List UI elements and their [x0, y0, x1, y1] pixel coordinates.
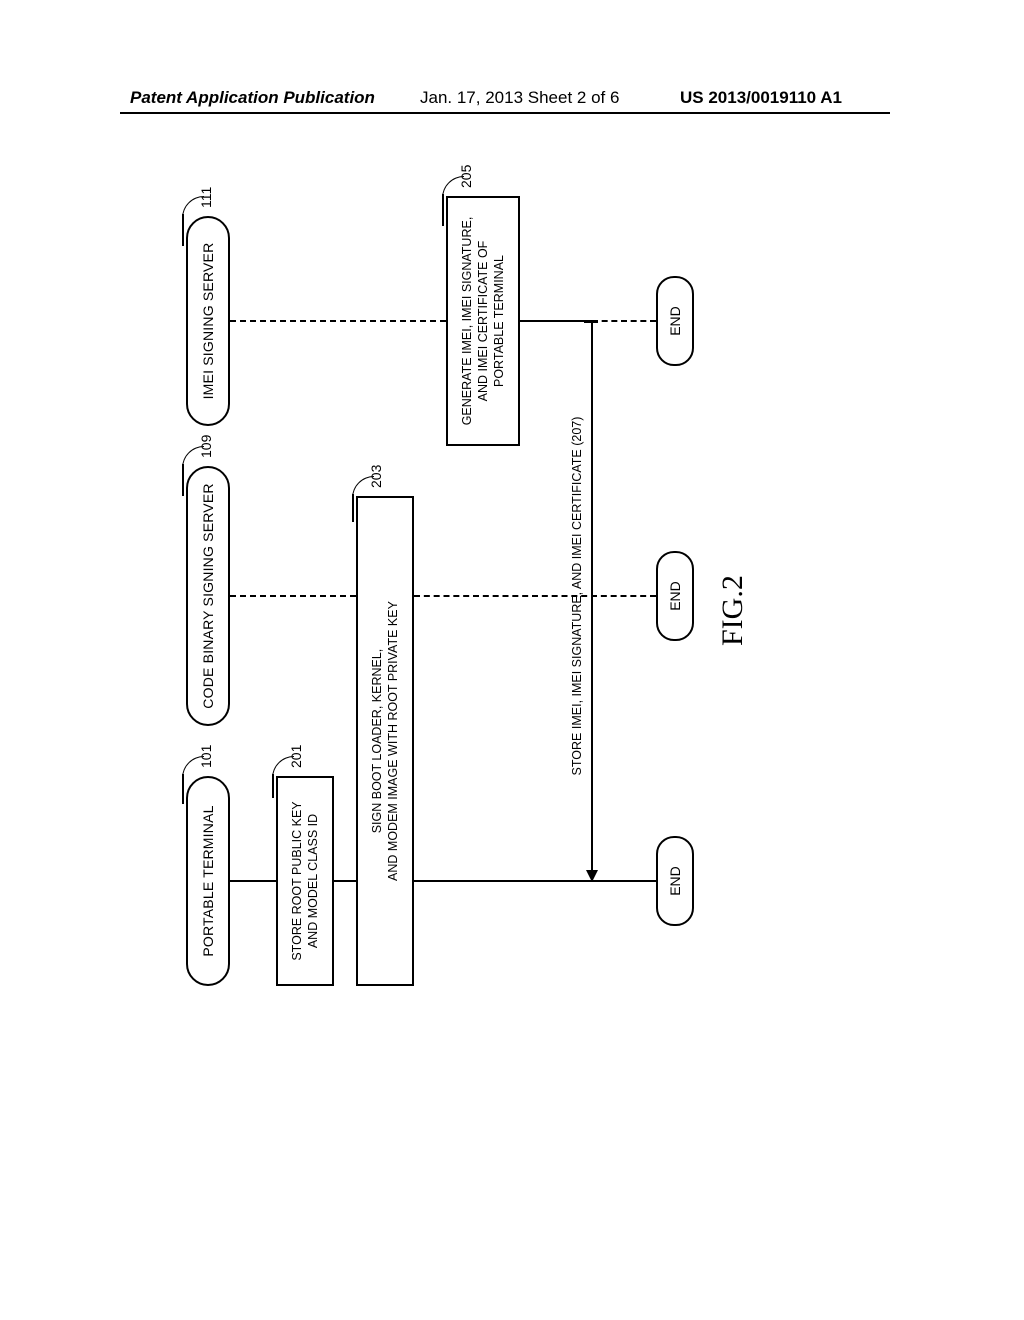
leader-205 [442, 194, 444, 226]
lane-label: PORTABLE TERMINAL [200, 805, 216, 956]
leader-111-curve [182, 196, 204, 218]
end-label: END [667, 866, 683, 896]
lane-label: IMEI SIGNING SERVER [200, 243, 216, 400]
lane-portable-terminal: PORTABLE TERMINAL [186, 776, 230, 986]
lifeline-codebin-1 [230, 595, 356, 597]
page: Patent Application Publication Jan. 17, … [0, 0, 1024, 1320]
figure-label: FIG.2 [716, 575, 750, 646]
leader-203-curve [352, 476, 374, 498]
end-label: END [667, 306, 683, 336]
lifeline-portable-1 [230, 880, 276, 882]
lifeline-imei-3 [592, 320, 656, 322]
leader-109-curve [182, 446, 204, 468]
lane-imei-signing-server: IMEI SIGNING SERVER [186, 216, 230, 426]
leader-205-curve [442, 176, 464, 198]
end-label: END [667, 581, 683, 611]
step-text: GENERATE IMEI, IMEI SIGNATURE, AND IMEI … [459, 217, 508, 426]
step-text: STORE ROOT PUBLIC KEY AND MODEL CLASS ID [289, 801, 322, 960]
step-203: SIGN BOOT LOADER, KERNEL, AND MODEM IMAG… [356, 496, 414, 986]
leader-109 [182, 464, 184, 496]
message-207-arrow [591, 321, 593, 880]
header-rule [120, 112, 890, 114]
lifeline-imei-1 [230, 320, 446, 322]
lane-label: CODE BINARY SIGNING SERVER [200, 483, 216, 708]
lifeline-portable-2 [334, 880, 356, 882]
end-codebin: END [656, 551, 694, 641]
end-imei: END [656, 276, 694, 366]
leader-101-curve [182, 756, 204, 778]
lifeline-portable-4 [592, 880, 656, 882]
step-text: SIGN BOOT LOADER, KERNEL, AND MODEM IMAG… [369, 601, 402, 881]
step-201: STORE ROOT PUBLIC KEY AND MODEL CLASS ID [276, 776, 334, 986]
leader-203 [352, 494, 354, 522]
step-205: GENERATE IMEI, IMEI SIGNATURE, AND IMEI … [446, 196, 520, 446]
end-portable: END [656, 836, 694, 926]
leader-111 [182, 214, 184, 246]
lifeline-codebin-2 [414, 595, 656, 597]
diagram-rotated: PORTABLE TERMINAL 101 CODE BINARY SIGNIN… [50, 300, 880, 920]
header-right: US 2013/0019110 A1 [680, 88, 842, 108]
header-mid: Jan. 17, 2013 Sheet 2 of 6 [420, 88, 619, 108]
lifeline-portable-3 [414, 880, 592, 882]
diagram: PORTABLE TERMINAL 101 CODE BINARY SIGNIN… [156, 196, 776, 1026]
leader-101 [182, 774, 184, 804]
leader-201-curve [272, 756, 294, 778]
lifeline-imei-2 [520, 320, 592, 322]
lane-code-binary-signing-server: CODE BINARY SIGNING SERVER [186, 466, 230, 726]
header-left: Patent Application Publication [130, 88, 375, 108]
message-207-label: STORE IMEI, IMEI SIGNATURE, AND IMEI CER… [570, 346, 584, 846]
